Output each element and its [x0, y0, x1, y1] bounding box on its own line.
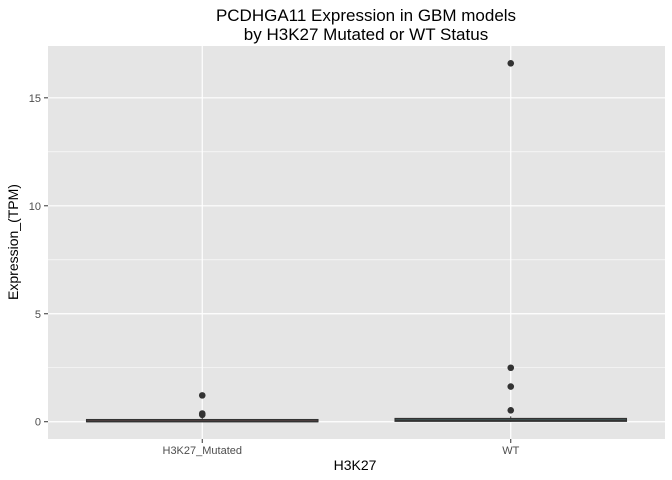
box-plots — [85, 59, 628, 423]
x-tick-label: WT — [502, 445, 519, 457]
plot-panel — [48, 46, 665, 439]
x-axis-ticks: H3K27_Mutated WT — [163, 439, 520, 457]
chart-title-line-1: PCDHGA11 Expression in GBM models — [216, 6, 516, 25]
y-tick-label: 10 — [29, 201, 41, 213]
outlier-point — [507, 364, 515, 372]
outlier-point — [198, 392, 206, 399]
outlier-point — [507, 406, 515, 414]
outlier-point — [507, 59, 515, 67]
outlier-point — [507, 383, 515, 390]
outlier-point — [198, 411, 206, 419]
y-axis-ticks: 0 5 10 15 — [29, 93, 48, 429]
x-tick-label: H3K27_Mutated — [163, 445, 243, 457]
y-axis-title: Expression_(TPM) — [5, 184, 21, 300]
y-tick-label: 5 — [35, 309, 41, 321]
y-tick-label: 15 — [29, 93, 41, 105]
box-wt — [394, 59, 628, 422]
x-axis-title: H3K27 — [334, 457, 377, 473]
y-tick-label: 0 — [35, 417, 41, 429]
box-h3k27-mutated — [85, 392, 319, 423]
chart-title-line-2: by H3K27 Mutated or WT Status — [244, 25, 488, 44]
